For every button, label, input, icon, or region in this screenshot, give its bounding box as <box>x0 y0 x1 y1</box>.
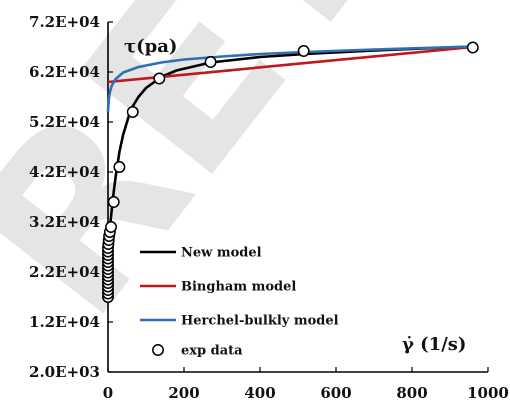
y-axis-label: τ(pa) <box>124 36 177 57</box>
exp-data-markers <box>102 41 479 303</box>
new-model-legend-label: New model <box>181 246 262 261</box>
exp-data-point <box>113 161 126 173</box>
exp-data-point <box>466 41 479 54</box>
axes <box>107 21 489 373</box>
bingham-model-legend-label: Bingham model <box>181 280 296 295</box>
x-axis-label: γ̇ (1/s) <box>402 334 466 355</box>
exp-data-legend-label: exp data <box>181 344 243 359</box>
y-tick-label: 6.2E+04 <box>29 63 100 81</box>
y-tick-label: 4.2E+04 <box>29 163 100 181</box>
exp-data-point <box>107 196 120 208</box>
herchel-bulkly-model-legend-label: Herchel-bulkly model <box>181 314 339 329</box>
x-tick-labels: 0 200 400 600 800 1000 <box>103 384 509 402</box>
exp-data-point <box>297 45 310 57</box>
legend: New model Bingham model Herchel-bulkly mod… <box>140 246 339 359</box>
exp-data-point <box>105 221 117 233</box>
x-tick-label: 400 <box>244 384 275 402</box>
x-tick-label: 0 <box>103 384 113 402</box>
x-tick-label: 600 <box>320 384 351 402</box>
y-tick-label: 2.2E+04 <box>29 263 100 281</box>
exp-data-point <box>126 106 139 118</box>
y-tick-label: 2.0E+03 <box>29 363 100 381</box>
x-tick-label: 800 <box>396 384 427 402</box>
exp-data-point <box>153 72 166 85</box>
y-tick-label: 7.2E+04 <box>29 13 100 31</box>
exp-data-legend-swatch <box>152 344 164 356</box>
y-tick-label: 1.2E+04 <box>29 313 100 331</box>
bingham-model-line <box>107 45 473 84</box>
x-tick-label: 200 <box>168 384 199 402</box>
x-tick-label: 1000 <box>467 384 509 402</box>
y-tick-labels: 2.0E+03 1.2E+04 2.2E+04 3.2E+04 4.2E+04 5.2E+… <box>29 13 100 381</box>
y-tick-label: 5.2E+04 <box>29 113 100 131</box>
y-tick-label: 3.2E+04 <box>29 213 100 231</box>
exp-data-point <box>204 56 217 68</box>
